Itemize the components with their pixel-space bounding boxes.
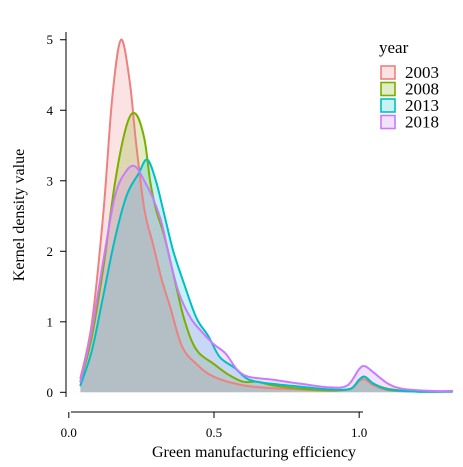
legend-label-2013: 2013 xyxy=(405,96,439,115)
line-2013 xyxy=(79,158,454,393)
x-tick-label: 0.0 xyxy=(61,425,77,440)
legend-label-2008: 2008 xyxy=(405,80,439,99)
legend-label-2003: 2003 xyxy=(405,63,439,82)
y-tick-label: 2 xyxy=(47,244,54,259)
x-ticks: 0.0 0.5 1.0 xyxy=(61,412,367,440)
legend-swatch-2008 xyxy=(380,81,396,97)
y-tick-label: 1 xyxy=(47,314,54,329)
density-areas xyxy=(80,39,453,393)
x-tick-label: 1.0 xyxy=(351,425,367,440)
y-tick-label: 4 xyxy=(47,103,54,118)
y-tick-label: 5 xyxy=(47,32,54,47)
legend-swatch-2003 xyxy=(380,65,396,80)
y-tick-label: 3 xyxy=(47,173,54,188)
area-2018 xyxy=(80,165,453,393)
line-2018 xyxy=(79,164,454,393)
density-lines xyxy=(79,38,454,393)
legend-swatch-2013 xyxy=(380,98,396,113)
x-tick-label: 0.5 xyxy=(206,425,222,440)
area-2003 xyxy=(80,39,453,393)
y-axis-title: Kernel density value xyxy=(11,149,28,281)
area-2013 xyxy=(80,159,453,393)
legend-title: year xyxy=(379,38,409,57)
y-ticks: 0 1 2 3 4 5 xyxy=(47,32,66,400)
area-2008 xyxy=(80,112,453,393)
legend-swatch-2018 xyxy=(380,114,396,130)
y-tick-label: 0 xyxy=(47,385,54,400)
legend-label-2018: 2018 xyxy=(405,113,439,132)
x-axis-title: Green manufacturing efficiency xyxy=(152,444,356,461)
line-2003 xyxy=(79,38,454,393)
